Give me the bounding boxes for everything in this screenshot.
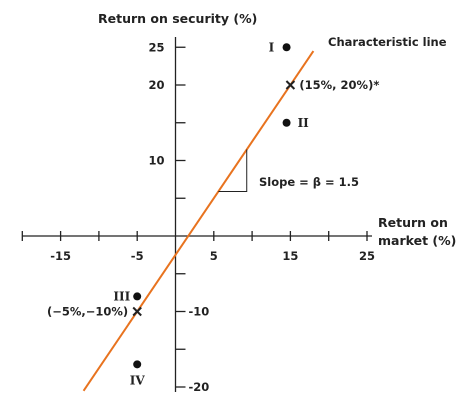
y-axis-title: Return on security (%) (98, 11, 257, 26)
y-tick-label: 10 (148, 154, 164, 168)
slope-triangle (218, 149, 248, 192)
point-label: II (298, 116, 310, 130)
point-marker (282, 118, 291, 127)
x-marker-label: (−5%,−10%) (47, 305, 128, 319)
point-label: III (113, 289, 130, 303)
slope-label: Slope = β = 1.5 (259, 175, 359, 189)
point-marker (133, 360, 142, 369)
y-tick-label: 25 (148, 40, 164, 54)
x-tick-label: -15 (50, 249, 71, 263)
characteristic-line (82, 50, 315, 392)
point-label: IV (130, 373, 146, 387)
x-axis-title-line-2: market (%) (378, 233, 456, 248)
x-marker-stroke (132, 306, 142, 317)
y-tick-label: -20 (189, 380, 210, 394)
x-axis-title-line-1: Return on (378, 215, 448, 230)
point-marker (133, 292, 142, 301)
x-marker (132, 306, 142, 317)
x-tick-label: -5 (131, 249, 144, 263)
x-marker (285, 80, 296, 90)
point-label: I (269, 40, 275, 54)
axes: -15 -5 5 15 25 25 20 10 -10 -20 (21, 37, 375, 394)
y-tick-label: 20 (148, 78, 164, 92)
x-marker-label: (15%, 20%)* (299, 78, 379, 92)
x-marker-stroke (285, 80, 296, 90)
characteristic-line-label: Characteristic line (328, 35, 447, 49)
x-tick-label: 5 (210, 249, 218, 263)
point-marker (282, 43, 291, 52)
x-tick-label: 25 (359, 249, 375, 263)
y-tick-label: -10 (189, 305, 210, 319)
x-tick-label: 15 (282, 249, 298, 263)
